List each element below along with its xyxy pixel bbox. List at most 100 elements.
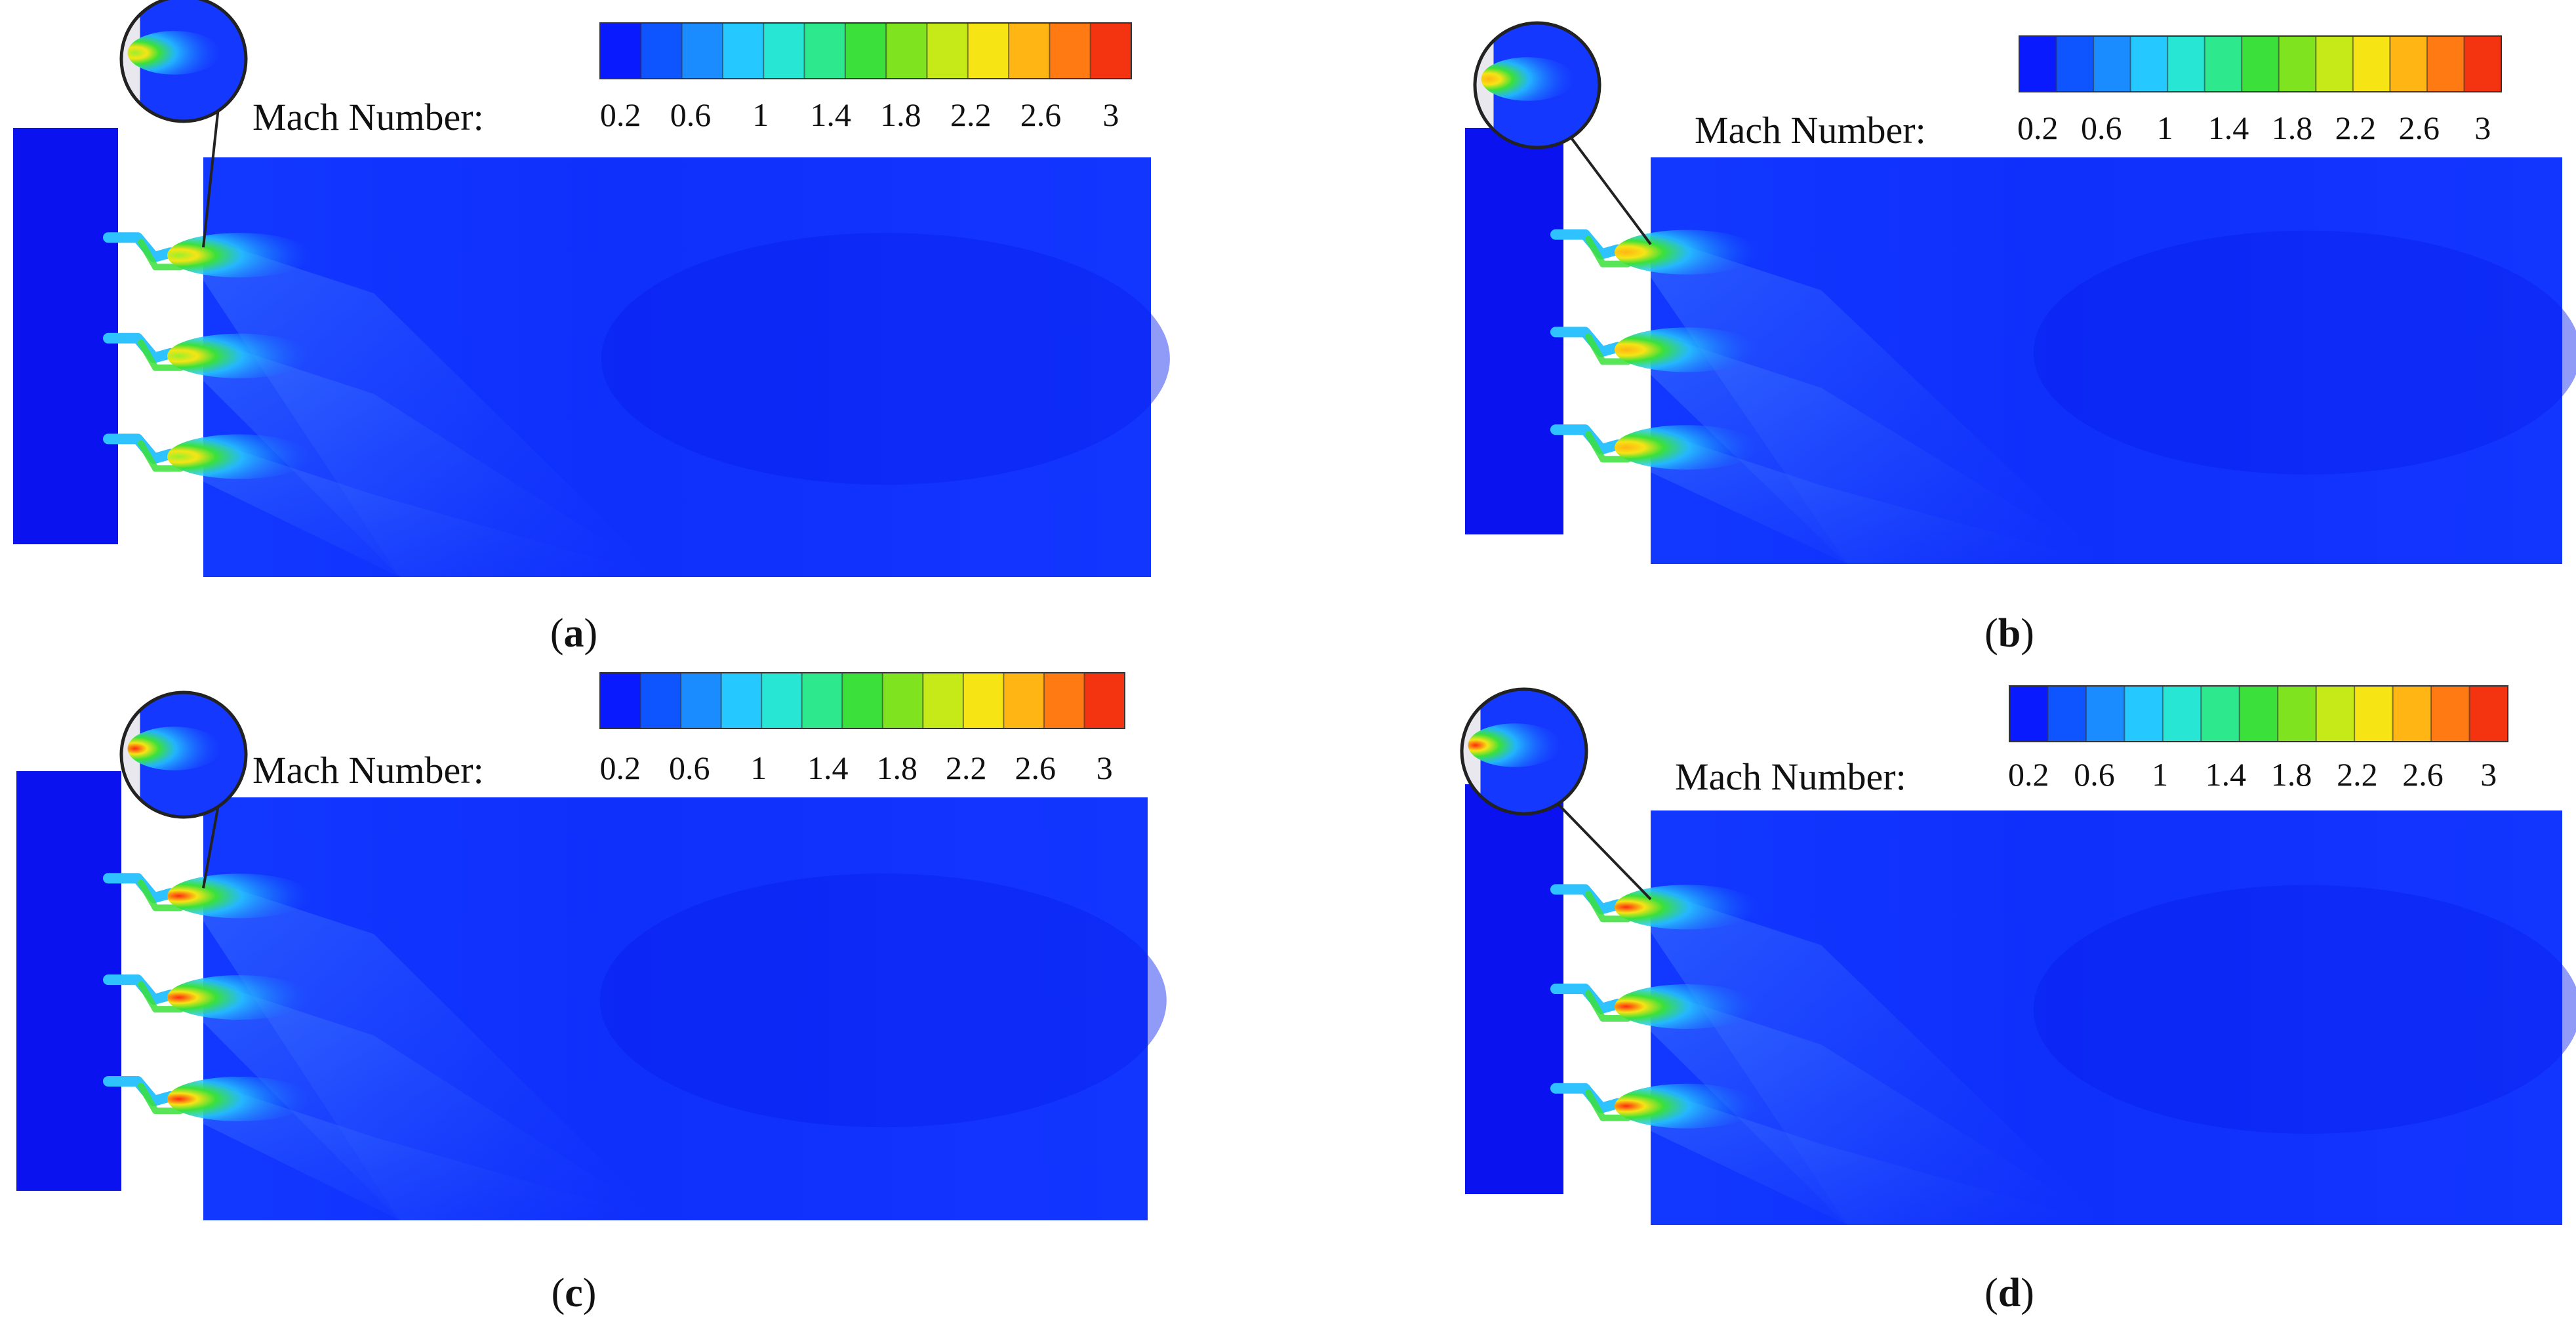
colorbar-segment <box>2464 36 2502 92</box>
jet-core <box>167 975 312 1020</box>
colorbar-segment <box>1084 673 1125 729</box>
colorbar-segment <box>1049 23 1091 79</box>
colorbar-segment <box>2352 36 2390 92</box>
colorbar-segment <box>2093 36 2131 92</box>
colorbar-segment <box>923 673 964 729</box>
colorbar-tick-label: 0.2 <box>599 96 641 133</box>
wake-plume <box>1651 989 2110 1225</box>
colorbar-segment <box>886 23 927 79</box>
colorbar-segment <box>1090 23 1132 79</box>
colorbar-tick-label: 0.6 <box>669 750 710 786</box>
jet-core <box>167 873 312 919</box>
colorbar-tick-label: 1.4 <box>810 96 851 133</box>
colorbar-tick-label: 2.6 <box>2398 110 2440 146</box>
colorbar-segment <box>641 23 683 79</box>
colorbar-segment <box>2162 686 2202 742</box>
wake-plume <box>203 980 662 1220</box>
colorbar-segment <box>2278 686 2317 742</box>
zoom-circle-outline <box>1460 687 1588 816</box>
colorbar-segment <box>2056 36 2094 92</box>
caption-paren-close: ) <box>584 611 598 656</box>
wake-plume <box>1651 332 2110 564</box>
zoom-leader-line <box>202 111 220 248</box>
wake-plume <box>203 1081 662 1220</box>
wake-plume <box>203 439 662 577</box>
colorbar-segment <box>2124 686 2163 742</box>
colorbar <box>599 672 1125 729</box>
colorbar-segment <box>763 23 805 79</box>
wake-plume <box>1651 234 2110 564</box>
colorbar-segment <box>640 673 681 729</box>
colorbar-tick-label: 1.4 <box>2207 110 2249 146</box>
colorbar-segment <box>2047 686 2087 742</box>
colorbar-segment <box>2019 36 2057 92</box>
zoom-circle-outline <box>119 0 248 123</box>
core-region <box>2033 885 2576 1134</box>
wake-plume <box>203 338 662 577</box>
colorbar-tick-label: 1.4 <box>2205 756 2247 793</box>
colorbar-tick-label: 2.2 <box>950 96 992 133</box>
colorbar-tick-label: 1.8 <box>2271 110 2313 146</box>
colorbar-tick-label: 2.2 <box>945 750 987 786</box>
colorbar-tick-label: 0.2 <box>2017 110 2059 146</box>
caption-letter: a <box>563 611 584 656</box>
panel-caption: (b) <box>1984 613 2034 654</box>
colorbar-segment <box>2354 686 2394 742</box>
colorbar-segment <box>2392 686 2432 742</box>
jet-core <box>1615 984 1759 1030</box>
caption-paren-open: ( <box>1984 1271 1998 1315</box>
colorbar-tick-label: 2.6 <box>1020 96 1062 133</box>
colorbar-segment <box>2085 686 2125 742</box>
wake-plume <box>1651 889 2110 1225</box>
colorbar-segment <box>2130 36 2168 92</box>
colorbar-segment <box>761 673 803 729</box>
colorbar-tick-label: 2.2 <box>2335 110 2377 146</box>
jet-core <box>1615 230 1759 275</box>
colorbar-segment <box>681 23 723 79</box>
caption-letter: c <box>565 1271 583 1315</box>
core-region <box>599 873 1167 1128</box>
colorbar-tick-label: 3 <box>2480 756 2497 793</box>
wake-plume <box>1651 430 2110 564</box>
caption-letter: b <box>1998 611 2021 656</box>
colorbar-segment <box>2316 36 2354 92</box>
colorbar-segment <box>2278 36 2316 92</box>
colorbar-tick-label: 3 <box>1102 96 1119 133</box>
colorbar <box>599 22 1132 79</box>
panel-figure-a <box>13 0 1170 577</box>
wake-plume <box>1651 1088 2110 1225</box>
colorbar-tick-label: 0.6 <box>670 96 712 133</box>
colorbar-segment <box>2469 686 2508 742</box>
caption-letter: d <box>1998 1271 2021 1315</box>
panel-figure-c <box>16 672 1167 1220</box>
colorbar <box>2019 35 2502 92</box>
colorbar-tick-label: 1.4 <box>807 750 849 786</box>
colorbar-segment <box>2431 686 2470 742</box>
colorbar-title: Mach Number: <box>1695 109 1926 151</box>
wake-plume <box>203 237 662 577</box>
colorbar-tick-label: 0.6 <box>2074 756 2115 793</box>
colorbar-tick-label: 0.6 <box>2080 110 2122 146</box>
colorbar-segment <box>967 23 1009 79</box>
colorbar-segment <box>801 673 843 729</box>
caption-paren-open: ( <box>551 1271 565 1315</box>
caption-paren-close: ) <box>582 1271 597 1315</box>
colorbar-tick-label: 1 <box>750 750 767 786</box>
panel-c: Mach Number: 0.2 0.6 1 1.4 1.8 2.2 2.6 3 (c) <box>0 660 1288 1320</box>
jet-core <box>167 434 312 479</box>
panel-d: Mach Number: 0.2 0.6 1 1.4 1.8 2.2 2.6 3 (d) <box>1288 660 2576 1320</box>
colorbar-segment <box>600 673 641 729</box>
panel-figure-d <box>1460 685 2576 1225</box>
colorbar-segment <box>882 673 923 729</box>
colorbar <box>2009 685 2508 742</box>
caption-paren-open: ( <box>1984 611 1998 656</box>
zoom-leader-line <box>1557 803 1652 900</box>
combustor-block <box>13 128 118 544</box>
colorbar-segment <box>2390 36 2428 92</box>
wake-plume <box>203 878 662 1220</box>
zoom-leader-line <box>202 807 220 889</box>
colorbar-segment <box>842 673 883 729</box>
jet-core <box>1615 1083 1759 1129</box>
jet-core <box>167 233 312 278</box>
colorbar-segment <box>2009 686 2048 742</box>
